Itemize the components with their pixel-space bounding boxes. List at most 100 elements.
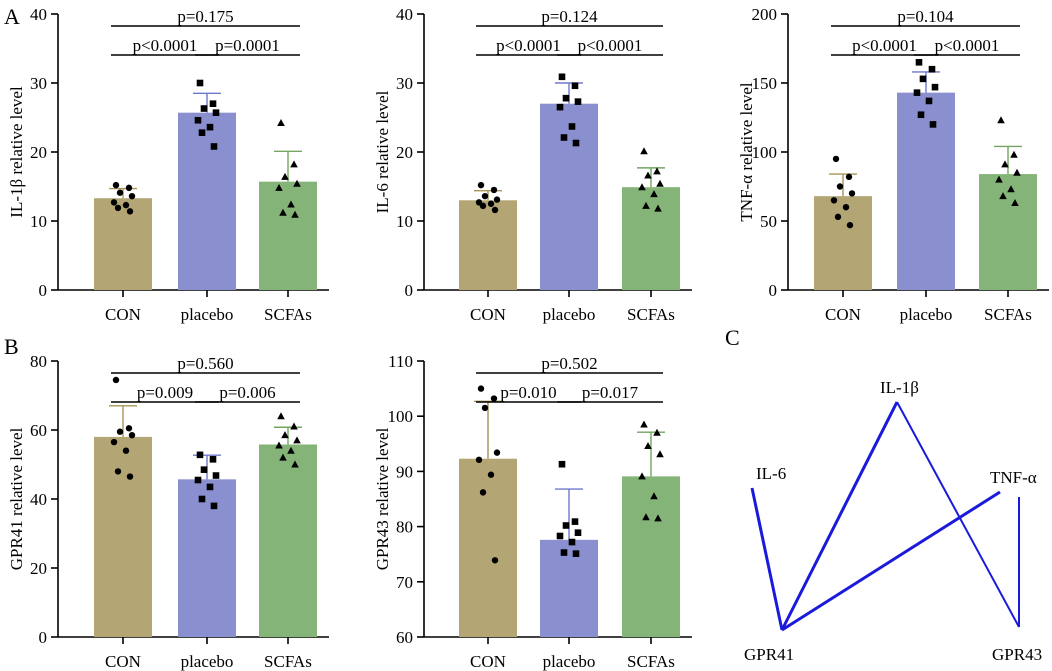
x-tick-label: placebo	[543, 305, 596, 324]
data-point	[206, 483, 214, 491]
p-value-label: p=0.104	[897, 7, 954, 26]
data-point	[275, 441, 283, 449]
data-point	[572, 139, 580, 147]
chart-gpr43: 60 70 80 90 100 110 GPR43 relative level CON pla…	[373, 352, 692, 671]
data-point	[572, 550, 580, 557]
x-tick-label: CON	[105, 652, 141, 671]
p-value-label: p=0.017	[582, 383, 639, 402]
data-point	[196, 79, 204, 87]
p-value-label: p<0.0001	[496, 36, 561, 55]
data-point	[128, 431, 136, 439]
data-point	[491, 557, 499, 564]
y-tick-label: 10	[30, 212, 47, 231]
data-point	[1001, 160, 1009, 168]
y-axis-label: GPR41 relative level	[7, 427, 26, 570]
data-point	[642, 513, 650, 521]
data-point	[929, 121, 937, 128]
data-point	[556, 103, 564, 111]
data-point	[917, 111, 925, 119]
data-point	[654, 514, 662, 522]
y-tick-label: 70	[396, 573, 413, 592]
x-tick-label: CON	[105, 305, 141, 324]
data-point	[574, 529, 582, 536]
data-point	[493, 196, 501, 203]
data-point	[291, 210, 299, 218]
x-tick-label: CON	[470, 305, 506, 324]
x-tick-label: placebo	[543, 652, 596, 671]
chart-il1b: 0 10 20 30 40 IL-1β relative level CON placebo S…	[7, 5, 329, 324]
data-point	[126, 473, 134, 480]
data-point	[281, 431, 289, 439]
data-point	[919, 75, 927, 83]
data-point	[493, 449, 501, 456]
y-tick-label: 80	[396, 518, 413, 537]
p-value-label: p=0.124	[541, 7, 598, 26]
data-point	[281, 172, 289, 180]
p-value-label: p<0.0001	[935, 36, 1000, 55]
data-point	[574, 98, 582, 105]
data-point	[196, 451, 204, 459]
data-point	[560, 134, 568, 141]
p-value-label: p=0.010	[500, 383, 556, 402]
network-edge	[781, 490, 1001, 632]
data-point	[116, 428, 124, 435]
data-point	[293, 436, 301, 444]
data-point	[644, 442, 652, 450]
y-tick-label: 0	[769, 281, 778, 300]
x-tick-label: CON	[470, 652, 506, 671]
y-tick-label: 0	[39, 281, 48, 300]
data-point	[479, 489, 487, 496]
x-tick-label: SCFAs	[984, 305, 1032, 324]
data-point	[1013, 168, 1021, 176]
y-tick-label: 30	[30, 74, 47, 93]
data-point	[640, 147, 648, 155]
data-point	[287, 200, 295, 208]
data-point	[842, 204, 850, 211]
chart-tnfa: 0 50 100 150 200 TNF-α relative level CON place…	[737, 5, 1049, 324]
data-point	[571, 82, 579, 90]
data-point	[654, 204, 662, 212]
network-edge	[780, 401, 899, 631]
data-point	[110, 199, 118, 206]
x-tick-label: placebo	[181, 652, 234, 671]
y-tick-label: 100	[388, 407, 414, 426]
p-value-label: p=0.006	[219, 383, 275, 402]
node-label-gpr43: GPR43	[992, 645, 1042, 664]
y-tick-label: 20	[30, 143, 47, 162]
data-point	[290, 160, 298, 168]
data-point	[125, 184, 133, 192]
data-point	[638, 183, 646, 191]
x-tick-label: SCFAs	[627, 652, 675, 671]
bar-placebo	[540, 539, 598, 637]
data-point	[560, 549, 568, 556]
bar-placebo	[178, 479, 236, 637]
bar-scfas	[622, 187, 680, 290]
y-tick-label: 20	[396, 143, 413, 162]
y-tick-label: 80	[30, 352, 47, 371]
data-point	[479, 202, 487, 210]
data-point	[562, 94, 570, 102]
data-point	[997, 116, 1005, 124]
y-tick-label: 40	[30, 5, 47, 24]
y-axis-label: IL-1β relative level	[7, 86, 26, 218]
data-point	[653, 167, 661, 175]
y-tick-label: 40	[396, 5, 413, 24]
data-point	[212, 109, 220, 116]
data-point	[490, 395, 498, 402]
y-tick-label: 200	[752, 5, 778, 24]
x-tick-label: SCFAs	[264, 652, 312, 671]
network-edges	[750, 401, 1020, 632]
data-point	[556, 532, 564, 540]
data-point	[995, 175, 1003, 183]
data-point	[277, 119, 285, 127]
data-point	[656, 450, 664, 458]
data-point	[114, 204, 122, 212]
data-point	[571, 518, 579, 525]
x-tick-label: SCFAs	[264, 305, 312, 324]
data-point	[642, 201, 650, 209]
data-point	[110, 438, 118, 446]
node-label-tnfa: TNF-α	[990, 468, 1037, 487]
bar-scfas	[622, 476, 680, 637]
y-tick-label: 0	[405, 281, 414, 300]
